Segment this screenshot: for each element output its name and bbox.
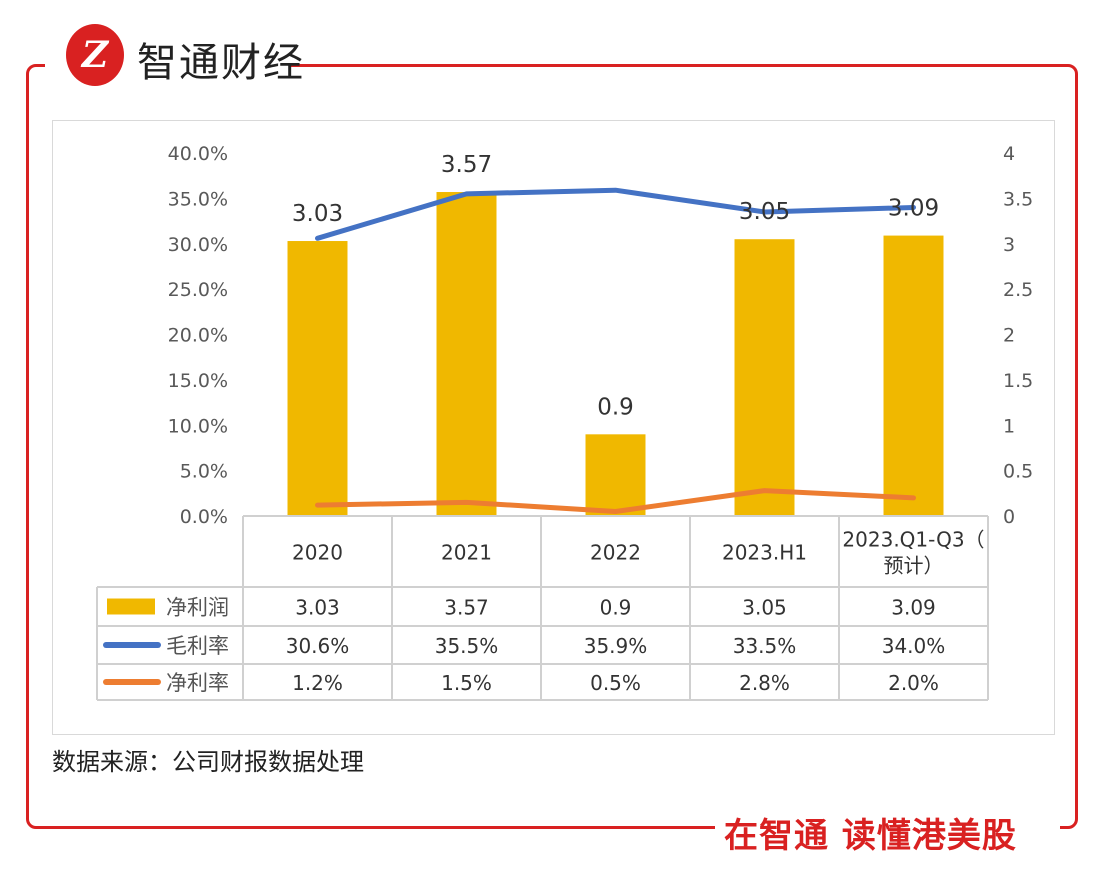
legend-label: 净利润 [166,596,229,620]
legend-key-bar [107,598,155,615]
right-axis-tick: 2.5 [1003,279,1033,301]
left-axis-tick: 15.0% [168,370,228,392]
table-cell: 3.05 [742,596,787,620]
right-axis-tick: 1 [1003,415,1015,437]
left-axis-tick: 10.0% [168,415,228,437]
legend-label: 净利率 [166,671,229,695]
bar-data-label: 3.03 [292,201,343,227]
right-axis-tick: 2 [1003,325,1015,347]
left-axis-tick: 25.0% [168,279,228,301]
table-cell: 35.9% [584,634,648,658]
right-axis-tick: 1.5 [1003,370,1033,392]
bar-net-profit [883,235,944,516]
left-axis-tick: 5.0% [180,461,228,483]
table-cell: 1.2% [292,671,343,695]
table-cell: 3.03 [295,596,340,620]
bar-net-profit [436,192,497,516]
bar-net-profit [585,434,646,516]
table-cell: 1.5% [441,671,492,695]
left-axis-tick: 30.0% [168,234,228,256]
table-cell: 2.0% [888,671,939,695]
bar-net-profit [287,241,348,516]
left-axis-tick: 35.0% [168,188,228,210]
bar-data-label: 3.09 [888,196,939,222]
table-cell: 33.5% [733,634,797,658]
right-axis-tick: 0 [1003,506,1015,528]
red-frame [26,64,1078,829]
category-label: 预计） [884,554,944,578]
left-axis-tick: 20.0% [168,325,228,347]
right-axis-tick: 3 [1003,234,1015,256]
table-cell: 35.5% [435,634,499,658]
brand-name: 智通财经 [137,40,305,86]
table-cell: 3.09 [891,596,936,620]
category-label: 2023.H1 [722,541,807,565]
category-label: 2022 [590,541,641,565]
slogan-gap [715,815,1060,845]
slogan: 在智通 读懂港美股 [724,816,1017,856]
table-cell: 34.0% [882,634,946,658]
table-cell: 3.57 [444,596,489,620]
left-axis-tick: 40.0% [168,143,228,165]
right-axis-tick: 3.5 [1003,188,1033,210]
bar-data-label: 0.9 [597,394,634,420]
category-label: 2023.Q1-Q3（ [842,528,984,552]
table-cell: 2.8% [739,671,790,695]
bar-data-label: 3.57 [441,152,492,178]
chart-area [52,120,1055,735]
legend-label: 毛利率 [166,634,229,658]
table-cell: 30.6% [286,634,350,658]
left-axis-tick: 0.0% [180,506,228,528]
bar-net-profit [734,239,795,516]
category-label: 2020 [292,541,343,565]
table-cell: 0.5% [590,671,641,695]
right-axis-tick: 0.5 [1003,461,1033,483]
right-axis-tick: 4 [1003,143,1015,165]
table-cell: 0.9 [600,596,632,620]
line-net-margin [315,488,916,514]
bar-data-label: 3.05 [739,199,790,225]
logo-icon: Z [66,24,124,86]
category-label: 2021 [441,541,492,565]
source-note: 数据来源：公司财报数据处理 [52,748,364,776]
line-gross-margin [315,187,916,241]
